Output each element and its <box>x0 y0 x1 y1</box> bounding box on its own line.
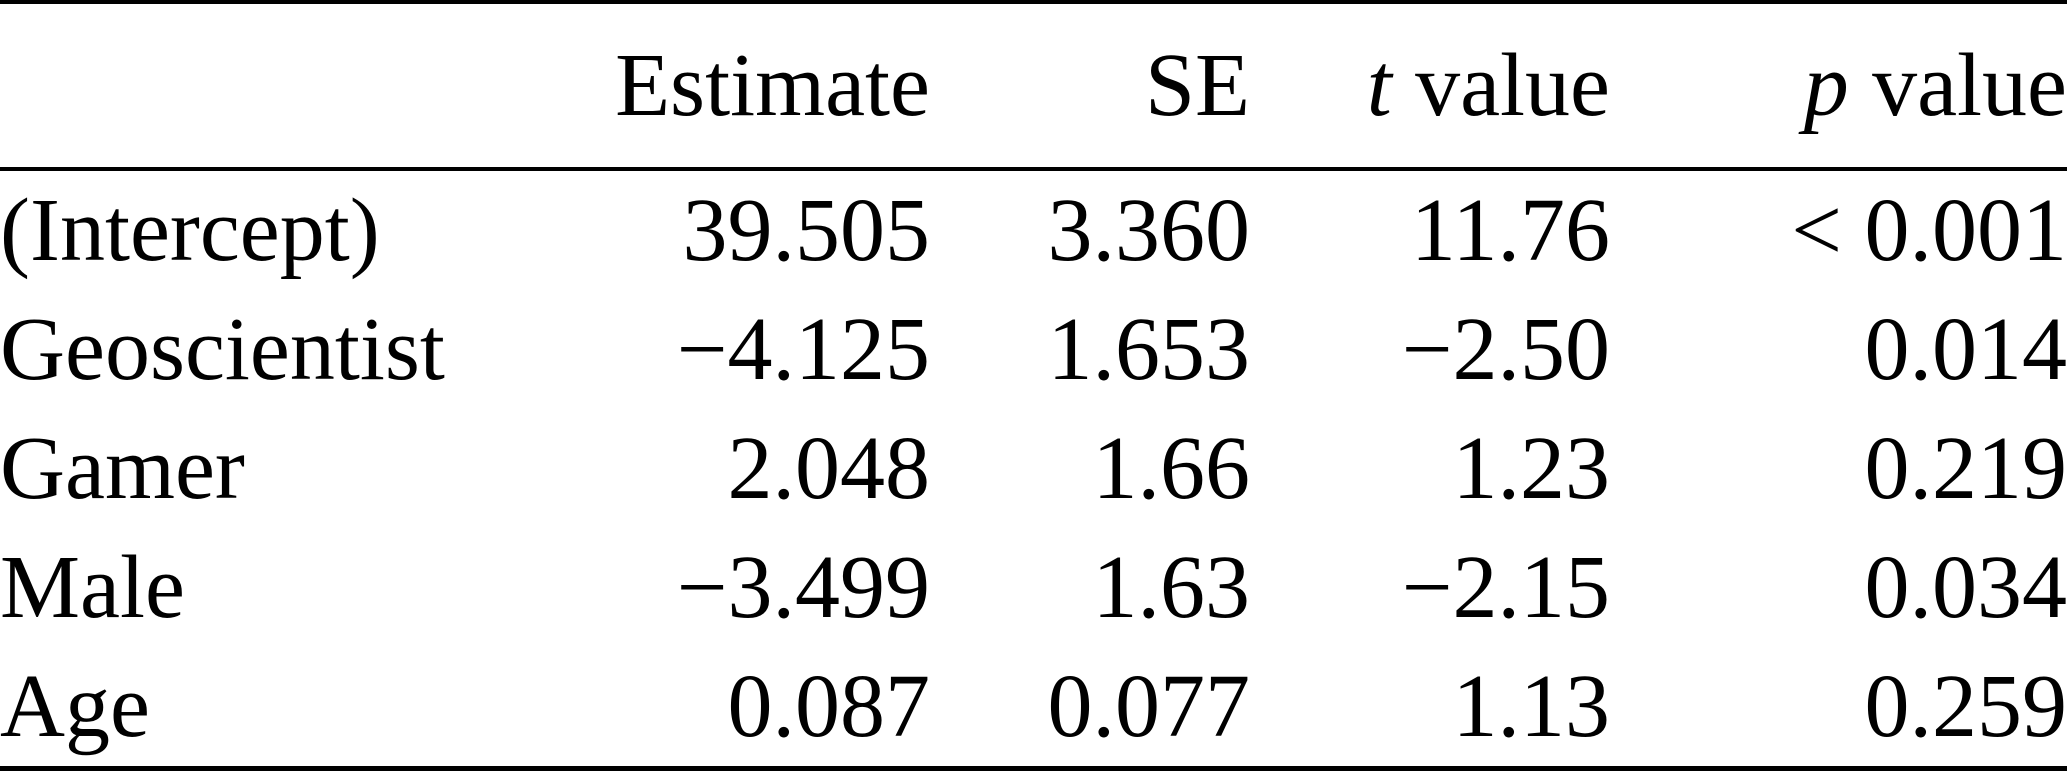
row-label: Gamer <box>0 418 245 518</box>
p-value: < 0.001 <box>1791 181 2067 281</box>
estimate-value: 39.505 <box>682 181 931 281</box>
header-row: Estimate SE t value p value <box>0 2 2067 171</box>
p-value: 0.014 <box>1864 300 2067 400</box>
estimate-value: 0.087 <box>727 656 931 756</box>
header-estimate: Estimate <box>585 2 930 171</box>
t-value: −2.15 <box>1401 537 1610 637</box>
p-value: 0.219 <box>1864 418 2067 518</box>
p-symbol: p <box>1803 36 1849 135</box>
t-value: 11.76 <box>1410 181 1610 281</box>
se-value: 1.66 <box>1092 418 1251 518</box>
table-header: Estimate SE t value p value <box>0 2 2067 171</box>
t-value-word: value <box>1415 36 1610 135</box>
se-value: 1.653 <box>1047 300 1251 400</box>
t-symbol: t <box>1366 36 1392 135</box>
table-row-age: Age 0.087 0.077 1.13 0.259 <box>0 647 2067 769</box>
t-value: 1.13 <box>1452 656 1611 756</box>
table-row-intercept: (Intercept) 39.505 3.360 11.76 < 0.001 <box>0 169 2067 290</box>
header-se: SE <box>930 2 1250 171</box>
header-empty-label <box>0 2 585 171</box>
estimate-value: −4.125 <box>676 300 930 400</box>
p-value: 0.259 <box>1864 656 2067 756</box>
row-label: Geoscientist <box>0 300 445 400</box>
table-body: (Intercept) 39.505 3.360 11.76 < 0.001 G… <box>0 169 2067 769</box>
estimate-value: 2.048 <box>727 418 931 518</box>
p-value: 0.034 <box>1864 537 2067 637</box>
se-value: 1.63 <box>1092 537 1251 637</box>
header-t-value: t value <box>1250 2 1610 171</box>
row-label: (Intercept) <box>0 181 380 281</box>
p-value-word: value <box>1872 36 2067 135</box>
table-row-gamer: Gamer 2.048 1.66 1.23 0.219 <box>0 409 2067 528</box>
t-value: 1.23 <box>1452 418 1611 518</box>
table-row-geoscientist: Geoscientist −4.125 1.653 −2.50 0.014 <box>0 290 2067 409</box>
table-row-male: Male −3.499 1.63 −2.15 0.034 <box>0 528 2067 647</box>
estimate-value: −3.499 <box>676 537 930 637</box>
se-value: 0.077 <box>1047 656 1251 756</box>
se-value: 3.360 <box>1047 181 1251 281</box>
t-value: −2.50 <box>1401 300 1610 400</box>
row-label: Age <box>0 656 150 756</box>
header-p-value: p value <box>1610 2 2067 171</box>
row-label: Male <box>0 537 185 637</box>
